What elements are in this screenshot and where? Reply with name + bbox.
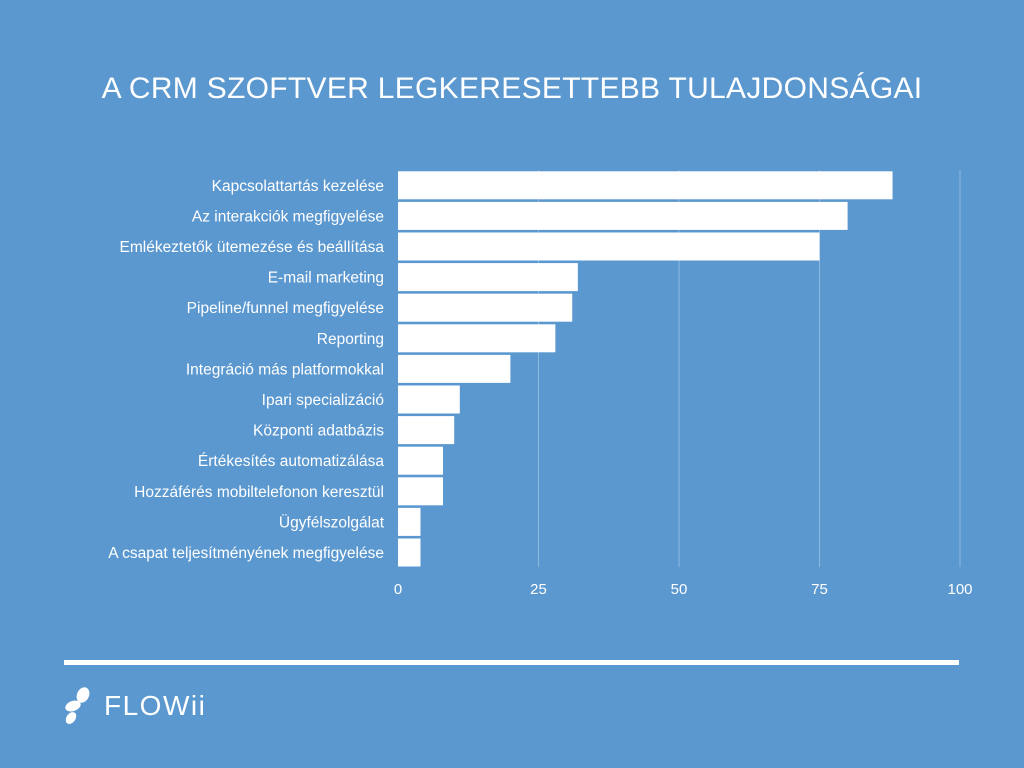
bar bbox=[398, 201, 848, 230]
x-tick-label: 0 bbox=[394, 581, 402, 598]
bar bbox=[398, 354, 511, 383]
category-label: Ügyfélszolgálat bbox=[279, 513, 385, 531]
category-label: E-mail marketing bbox=[268, 270, 384, 287]
chart-title: A CRM SZOFTVER LEGKERESETTEBB TULAJDONSÁ… bbox=[101, 72, 923, 105]
bar bbox=[398, 263, 578, 292]
x-axis-tick-labels: 0 25 50 75 100 bbox=[394, 581, 973, 598]
category-label: Kapcsolattartás kezelése bbox=[212, 178, 384, 195]
category-label: Az interakciók megfigyelése bbox=[192, 208, 384, 225]
bar bbox=[398, 293, 573, 322]
bar-chart: Kapcsolattartás kezelése Az interakciók m… bbox=[108, 170, 973, 598]
bar bbox=[398, 507, 421, 536]
x-tick-label: 50 bbox=[671, 581, 688, 598]
x-tick-label: 25 bbox=[530, 581, 547, 598]
bar bbox=[398, 416, 455, 445]
category-label: Értékesítés automatizálása bbox=[198, 453, 384, 470]
bar bbox=[398, 538, 421, 567]
category-label: Reporting bbox=[317, 331, 384, 348]
category-label: Központi adatbázis bbox=[253, 423, 384, 440]
bar bbox=[398, 446, 443, 475]
bar bbox=[398, 232, 820, 261]
category-label: Pipeline/funnel megfigyelése bbox=[187, 300, 384, 317]
brand-name: FLOWii bbox=[104, 690, 207, 721]
x-tick-label: 100 bbox=[947, 581, 972, 598]
category-labels: Kapcsolattartás kezelése Az interakciók m… bbox=[108, 178, 384, 562]
flowii-droplets-logo-icon bbox=[65, 687, 90, 724]
category-label: Integráció más platformokkal bbox=[186, 361, 384, 378]
bars bbox=[398, 171, 893, 567]
brand-logo: FLOWii bbox=[62, 684, 206, 728]
bar bbox=[398, 385, 460, 414]
bar bbox=[398, 324, 556, 353]
category-label: A csapat teljesítményének megfigyelése bbox=[108, 545, 384, 562]
footer-divider bbox=[64, 660, 959, 665]
category-label: Ipari specializáció bbox=[262, 392, 384, 409]
category-label: Emlékeztetők ütemezése és beállítása bbox=[120, 239, 385, 256]
category-label: Hozzáférés mobiltelefonon keresztül bbox=[134, 484, 384, 501]
bar bbox=[398, 171, 893, 200]
x-tick-label: 75 bbox=[811, 581, 828, 598]
bar bbox=[398, 477, 443, 506]
